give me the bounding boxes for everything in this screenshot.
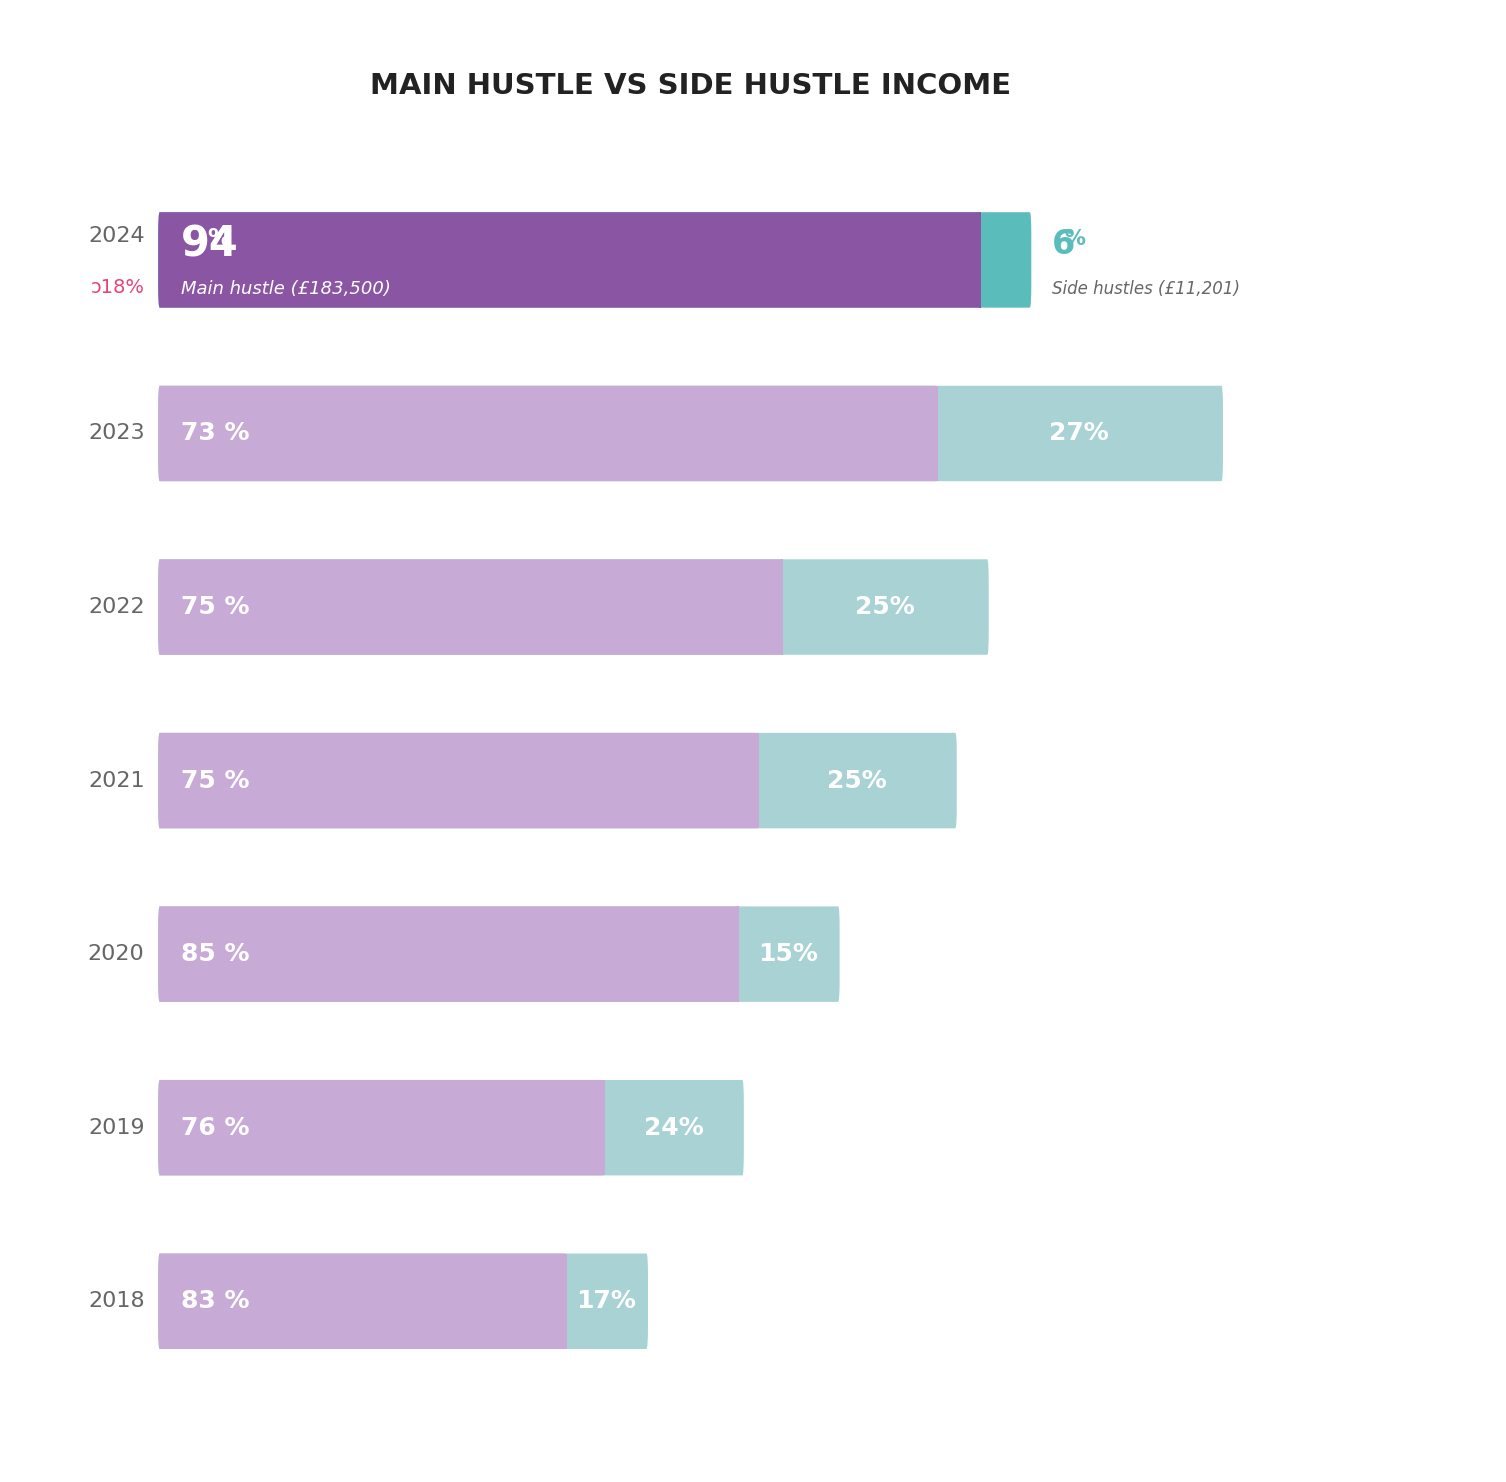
Bar <box>979 212 980 308</box>
FancyBboxPatch shape <box>158 1080 744 1175</box>
FancyBboxPatch shape <box>158 907 840 1002</box>
FancyBboxPatch shape <box>158 1080 605 1175</box>
Text: Side hustles (£11,201): Side hustles (£11,201) <box>1051 280 1239 298</box>
FancyBboxPatch shape <box>158 907 739 1002</box>
Text: 15%: 15% <box>759 943 818 966</box>
Text: 83 %: 83 % <box>181 1289 250 1313</box>
FancyBboxPatch shape <box>158 385 1223 482</box>
Bar <box>935 385 938 482</box>
Text: %: % <box>1063 230 1084 249</box>
Bar <box>565 1254 566 1349</box>
Text: 27%: 27% <box>1050 421 1108 446</box>
Text: 85 %: 85 % <box>181 943 250 966</box>
FancyBboxPatch shape <box>158 559 783 655</box>
FancyBboxPatch shape <box>158 734 759 828</box>
FancyBboxPatch shape <box>158 559 989 655</box>
Text: 75 %: 75 % <box>181 769 250 793</box>
FancyBboxPatch shape <box>158 212 980 308</box>
Text: 73 %: 73 % <box>181 421 250 446</box>
Text: 2019: 2019 <box>87 1117 145 1138</box>
FancyBboxPatch shape <box>158 734 956 828</box>
Text: 6: 6 <box>1051 228 1075 261</box>
Text: 2023: 2023 <box>87 424 145 443</box>
Text: 2020: 2020 <box>87 944 145 965</box>
Text: 24%: 24% <box>643 1116 703 1140</box>
FancyBboxPatch shape <box>158 1254 648 1349</box>
FancyBboxPatch shape <box>158 1254 566 1349</box>
Text: 76 %: 76 % <box>181 1116 250 1140</box>
Text: 25%: 25% <box>827 769 887 793</box>
Bar <box>738 907 739 1002</box>
Text: 75 %: 75 % <box>181 596 250 619</box>
Text: MAIN HUSTLE VS SIDE HUSTLE INCOME: MAIN HUSTLE VS SIDE HUSTLE INCOME <box>370 73 1011 101</box>
Text: Main hustle (£183,500): Main hustle (£183,500) <box>181 280 390 298</box>
Text: 2022: 2022 <box>87 597 145 617</box>
Bar <box>604 1080 605 1175</box>
Text: ↄ18%: ↄ18% <box>90 279 145 298</box>
Text: 25%: 25% <box>855 596 914 619</box>
Bar <box>758 734 759 828</box>
Text: 2024: 2024 <box>87 225 145 246</box>
Text: 2018: 2018 <box>87 1291 145 1312</box>
Text: 17%: 17% <box>577 1289 637 1313</box>
FancyBboxPatch shape <box>158 385 937 482</box>
Text: 2021: 2021 <box>87 771 145 790</box>
FancyBboxPatch shape <box>158 212 1032 308</box>
Text: 94: 94 <box>181 224 238 265</box>
Bar <box>782 559 783 655</box>
Text: %: % <box>206 227 230 250</box>
